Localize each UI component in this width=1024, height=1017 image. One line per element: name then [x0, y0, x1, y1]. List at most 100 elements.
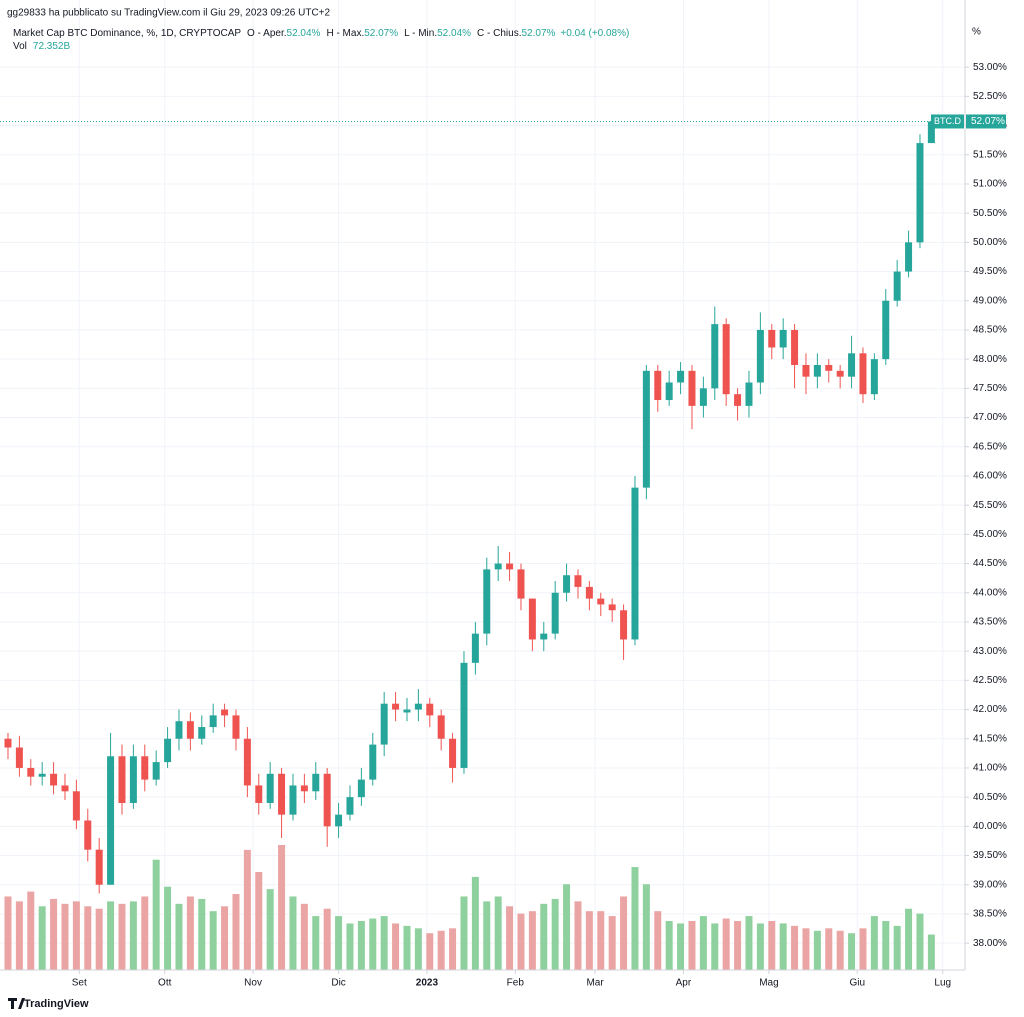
candles	[0, 120, 965, 894]
volume-bar	[836, 930, 844, 970]
candle-body	[152, 762, 160, 780]
candle-body	[665, 382, 673, 401]
candle-body	[859, 353, 867, 395]
candle-body	[642, 370, 650, 488]
volume-bar	[198, 898, 206, 970]
candle-body	[61, 785, 69, 792]
x-tick-label: Lug	[934, 978, 951, 989]
volume-bar	[357, 920, 365, 970]
volume-bar	[221, 906, 229, 970]
y-tick-label: 42.50%	[973, 675, 1007, 686]
candle-body	[551, 592, 559, 634]
y-tick-label: 39.50%	[973, 850, 1007, 861]
volume-bar	[848, 933, 856, 970]
y-tick-label: 38.50%	[973, 909, 1007, 920]
volume-bar	[186, 896, 194, 970]
y-tick-label: 46.00%	[973, 471, 1007, 482]
y-tick-label: 45.00%	[973, 529, 1007, 540]
candle-body	[369, 744, 377, 780]
volume-bar	[72, 901, 80, 970]
x-tick-label: Ott	[158, 978, 172, 989]
volume-bar	[802, 928, 810, 970]
volume-bar	[791, 925, 799, 970]
candle-body	[734, 394, 742, 406]
volume-bar	[677, 923, 685, 970]
candle-body	[38, 773, 46, 777]
candle-body	[380, 703, 388, 745]
y-tick-label: 42.00%	[973, 704, 1007, 715]
volume-bar	[289, 896, 297, 970]
candle-body	[426, 703, 434, 716]
volume-bar	[916, 913, 924, 970]
candle-body	[813, 364, 821, 377]
candle-body	[460, 662, 468, 768]
volume-bar	[551, 898, 559, 970]
candle-body	[266, 773, 274, 803]
y-tick-label: 48.50%	[973, 325, 1007, 336]
candle-body	[15, 747, 23, 768]
candle-body	[620, 610, 628, 640]
candle-body	[346, 797, 354, 815]
volume-bar	[756, 923, 764, 970]
y-tick-label: 44.50%	[973, 558, 1007, 569]
volume-legend: Vol 72.352B	[13, 41, 70, 52]
y-tick-label: 50.00%	[973, 237, 1007, 248]
candle-body	[779, 329, 787, 348]
volume-bar	[483, 901, 491, 970]
volume-bar	[859, 928, 867, 970]
candle-body	[517, 569, 525, 599]
volume-bar	[471, 876, 479, 970]
price-tag-label: 52.07%	[971, 116, 1005, 127]
y-tick-label: 52.50%	[973, 91, 1007, 102]
volume-bar	[779, 923, 787, 970]
candle-body	[129, 756, 137, 803]
candle-body	[72, 791, 80, 821]
legend-value: 52.04%	[287, 28, 321, 39]
candle-body	[118, 756, 126, 803]
candle-body	[494, 563, 502, 570]
volume-bar	[426, 933, 434, 970]
volume-bar	[392, 923, 400, 970]
y-tick-label: 47.50%	[973, 383, 1007, 394]
volume-bar	[335, 916, 343, 970]
volume-bar	[449, 928, 457, 970]
volume-bar	[255, 871, 263, 970]
candle-body	[221, 709, 229, 716]
y-tick-label: 41.00%	[973, 763, 1007, 774]
volume-bar	[164, 886, 172, 970]
volume-bar	[494, 896, 502, 970]
legend: Market Cap BTC Dominance, %, 1D, CRYPTOC…	[13, 28, 629, 39]
legend-key: H - Max.	[326, 28, 364, 39]
y-tick-label: 50.50%	[973, 208, 1007, 219]
candle-body	[164, 738, 172, 763]
y-tick-label: 49.00%	[973, 295, 1007, 306]
price-tag-box	[966, 114, 1006, 129]
candle-body	[209, 715, 217, 728]
price-tag-symbol: BTC.D	[934, 116, 962, 126]
volume-bar	[893, 925, 901, 970]
y-tick-label: 44.00%	[973, 587, 1007, 598]
x-tick-label: Mar	[586, 978, 604, 989]
volume-bar	[620, 896, 628, 970]
volume-bar	[118, 903, 126, 970]
volume-bar	[300, 903, 308, 970]
volume-bar	[266, 889, 274, 970]
publisher: gg29833 ha pubblicato su TradingView.com…	[7, 8, 331, 19]
candle-body	[791, 329, 799, 365]
volume-bar	[768, 920, 776, 970]
volume-bar	[722, 918, 730, 970]
axis-unit: %	[972, 27, 981, 38]
volume-bar	[711, 923, 719, 970]
candle-body	[597, 598, 605, 605]
volume-bar	[312, 916, 320, 970]
brand: TradingView	[8, 998, 89, 1010]
volume-pane	[4, 845, 935, 970]
volume-bar	[437, 930, 445, 970]
volume-bar	[27, 891, 35, 970]
candle-body	[825, 364, 833, 371]
y-tick-label: 49.50%	[973, 266, 1007, 277]
candle-body	[563, 575, 571, 593]
volume-bar	[61, 903, 69, 970]
legend-title: Market Cap BTC Dominance, %, 1D, CRYPTOC…	[13, 28, 241, 39]
